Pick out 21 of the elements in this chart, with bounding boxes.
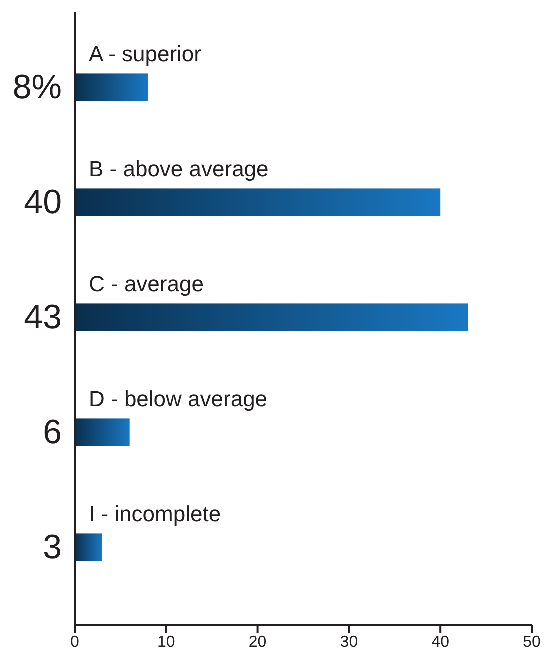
data-label: 40 [24,184,62,222]
y-tick-label: A - superior [89,42,202,67]
bar [75,304,468,332]
bar [75,418,130,446]
x-tick-label: 20 [248,634,267,650]
x-tick-label: 0 [70,634,80,650]
data-label: 3 [43,528,62,566]
x-tick-label: 10 [158,634,176,650]
bar [75,188,441,216]
x-tick-label: 50 [523,634,541,650]
y-tick-label: C - average [89,272,204,297]
y-tick-label: B - above average [89,156,269,182]
x-tick-label: 40 [432,634,450,650]
bar [75,74,148,102]
y-tick-label: D - below average [89,386,268,412]
data-label: 43 [24,298,62,336]
y-tick-label: I - incomplete [89,502,222,527]
bar [75,534,102,562]
data-label: 8% [12,68,62,106]
x-tick-label: 30 [340,634,358,650]
data-label: 6 [43,414,62,452]
